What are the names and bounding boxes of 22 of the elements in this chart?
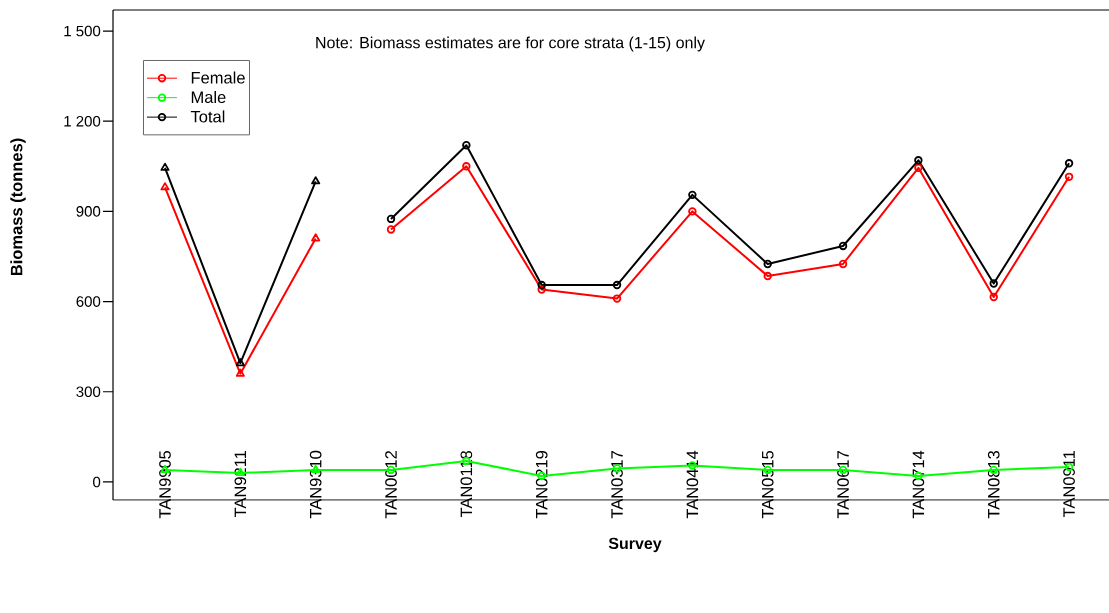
x-axis-title: Survey bbox=[608, 537, 662, 553]
x-tick-label: TAN0515 bbox=[761, 450, 774, 519]
y-axis-title: Biomass (tonnes) bbox=[10, 138, 26, 276]
x-tick-label: TAN9905 bbox=[159, 450, 171, 519]
x-tick-label: TAN0317 bbox=[611, 451, 623, 519]
legend-label: Male bbox=[191, 90, 226, 104]
x-tick-label: TAN0911 bbox=[1063, 450, 1075, 518]
x-tick-label: TAN0012 bbox=[385, 451, 397, 519]
x-tick-label: TAN0813 bbox=[987, 450, 1000, 519]
y-tick-label: 0 bbox=[93, 476, 101, 488]
y-tick-label: 600 bbox=[76, 296, 101, 307]
x-tick-label: TAN0414 bbox=[686, 450, 699, 519]
x-tick-label: TAN0714 bbox=[912, 450, 925, 519]
y-tick-label: 900 bbox=[76, 206, 101, 217]
x-tick-label: TAN0617 bbox=[837, 451, 849, 519]
x-tick-label: TAN0118 bbox=[460, 450, 473, 518]
legend-label: Female bbox=[191, 71, 245, 84]
y-tick-label: 1 500 bbox=[64, 25, 101, 37]
annotation: Note: Biomass estimates are for core strata (1-15) only bbox=[316, 36, 705, 52]
y-tick-label: 300 bbox=[76, 386, 101, 398]
legend-label: Total bbox=[190, 110, 225, 123]
y-tick-label: 1 200 bbox=[64, 115, 101, 127]
